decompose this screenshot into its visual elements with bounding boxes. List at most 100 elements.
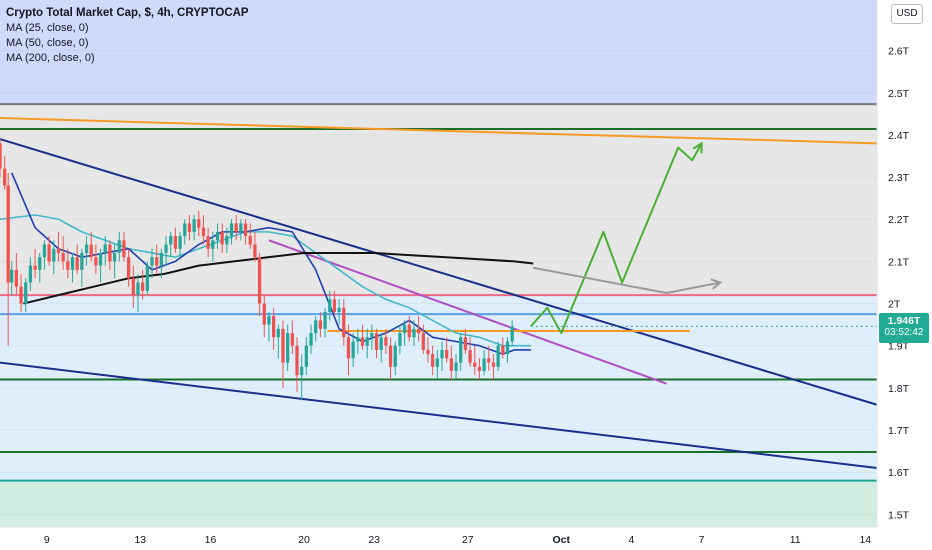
candle-body[interactable] [379,337,383,350]
candle-body[interactable] [70,257,75,270]
candle-body[interactable] [482,358,486,372]
candle-body[interactable] [300,366,304,376]
candle-body[interactable] [243,223,248,237]
candle-body[interactable] [468,349,472,363]
candle-body[interactable] [463,337,468,350]
channel-upper[interactable] [0,138,878,406]
candle-body[interactable] [215,231,220,241]
candle-body[interactable] [360,337,365,346]
candle-body[interactable] [229,223,234,237]
candle-body[interactable] [66,261,70,270]
candle-body[interactable] [491,362,496,367]
candle-body[interactable] [309,333,313,346]
candle-body[interactable] [416,328,421,334]
candle-body[interactable] [136,282,140,296]
channel-lower[interactable] [0,361,878,469]
candle-body[interactable] [267,316,271,325]
candle-body[interactable] [473,362,477,367]
candle-body[interactable] [388,345,393,367]
candle-body[interactable] [496,345,500,367]
candle-body[interactable] [117,240,121,253]
candle-body[interactable] [187,223,192,232]
time-axis[interactable] [0,527,932,550]
purple-line[interactable] [268,239,667,385]
candle-body[interactable] [351,341,355,359]
candle-body[interactable] [98,252,103,266]
candle-body[interactable] [435,358,439,367]
candle-body[interactable] [505,341,510,355]
candle-body[interactable] [487,358,491,363]
candle-body[interactable] [183,223,187,237]
candle-body[interactable] [257,257,262,304]
candle-body[interactable] [271,316,276,338]
candle-body[interactable] [374,333,379,350]
candle-body[interactable] [295,345,299,376]
candle-body[interactable] [346,337,351,359]
candle-body[interactable] [211,240,215,249]
candle-body[interactable] [225,236,229,245]
candle-body[interactable] [141,282,145,291]
candle-body[interactable] [290,333,294,346]
candle-body[interactable] [38,257,42,270]
candle-body[interactable] [356,337,360,342]
candle-body[interactable] [131,278,135,296]
candle-body[interactable] [108,244,112,262]
candle-body[interactable] [47,244,51,262]
candle-body[interactable] [89,244,93,258]
candle-body[interactable] [477,366,482,372]
candle-body[interactable] [201,227,206,237]
candle-body[interactable] [239,223,243,232]
candle-body[interactable] [164,244,168,253]
candle-body[interactable] [145,265,149,291]
candle-body[interactable] [426,349,430,355]
candle-body[interactable] [445,349,449,359]
candle-body[interactable] [159,252,164,266]
candle-body[interactable] [286,333,290,363]
candle-body[interactable] [459,337,463,363]
candle-body[interactable] [173,236,178,249]
candle-body[interactable] [248,236,252,245]
candle-body[interactable] [122,240,126,258]
candle-body[interactable] [328,299,332,312]
candle-body[interactable] [337,307,341,312]
candle-body[interactable] [304,345,309,367]
candle-body[interactable] [84,244,89,253]
candle-body[interactable] [281,328,285,363]
candle-body[interactable] [192,219,196,232]
candle-body[interactable] [126,257,131,279]
candle-body[interactable] [52,248,56,262]
candle-body[interactable] [234,223,238,232]
legend-ma200[interactable]: MA (200, close, 0) [6,52,95,64]
candle-body[interactable] [206,236,210,249]
green-path[interactable] [530,142,703,335]
candle-body[interactable] [33,265,37,270]
candle-body[interactable] [262,303,266,325]
candle-body[interactable] [24,282,28,304]
candle-body[interactable] [56,248,61,253]
candle-body[interactable] [510,326,514,342]
candle-body[interactable] [431,354,435,367]
candle-body[interactable] [332,299,337,312]
candle-body[interactable] [454,362,458,372]
candle-body[interactable] [370,333,374,338]
candle-body[interactable] [42,244,47,258]
gray-path[interactable] [533,266,721,295]
candle-body[interactable] [197,219,201,228]
candle-body[interactable] [0,143,2,169]
price-axis[interactable] [877,0,932,550]
candle-body[interactable] [94,257,98,266]
candle-body[interactable] [253,244,257,258]
legend-ma25[interactable]: MA (25, close, 0) [6,22,89,34]
candle-body[interactable] [19,286,23,304]
candle-body[interactable] [440,349,444,359]
orange-resistance[interactable] [0,117,878,145]
candle-body[interactable] [220,231,224,245]
candle-body[interactable] [393,345,397,367]
legend-ma50[interactable]: MA (50, close, 0) [6,37,89,49]
candle-body[interactable] [61,252,65,262]
candle-body[interactable] [365,337,369,346]
candle-body[interactable] [449,358,453,372]
candle-body[interactable] [80,252,84,270]
candle-body[interactable] [75,257,79,270]
